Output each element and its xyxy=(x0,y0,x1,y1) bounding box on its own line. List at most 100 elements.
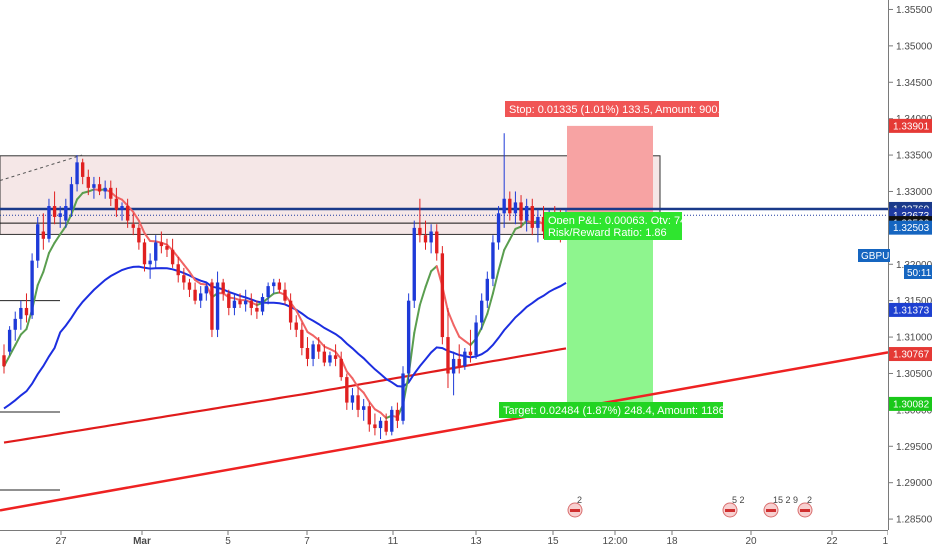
event-count: 2 xyxy=(807,495,812,505)
position-labels: Stop: 0.01335 (1.01%) 133.5, Amount: 900… xyxy=(499,101,740,418)
y-tick-label: 1.33500 xyxy=(896,151,932,162)
candle-body xyxy=(170,249,175,265)
ma-fast-segment xyxy=(143,232,152,242)
candle-body xyxy=(446,337,450,374)
ma-fast-segment xyxy=(497,249,506,272)
ma-fast-segment xyxy=(36,270,45,287)
y-tick-label: 1.35500 xyxy=(896,5,932,16)
candle-body xyxy=(58,213,62,217)
ratio-label: Risk/Reward Ratio: 1.86 xyxy=(548,227,667,239)
ma-fast-segment xyxy=(59,225,67,236)
candle-body xyxy=(41,231,46,239)
candle-body xyxy=(361,406,366,410)
ma-fast-segment xyxy=(486,292,494,315)
ma-fast-segment xyxy=(323,345,331,351)
candlesticks xyxy=(2,133,568,439)
price-tag: 1.31373 xyxy=(893,305,930,316)
candle-body xyxy=(125,206,130,221)
y-tick-label: 1.29500 xyxy=(896,442,932,453)
ma-fast-segment xyxy=(132,210,140,222)
price-tag: 1.30767 xyxy=(893,350,930,361)
candle-body xyxy=(249,300,253,308)
x-tick-label: 15 xyxy=(547,536,559,547)
candle-body xyxy=(356,395,360,410)
price-axis[interactable]: 1.355001.350001.345001.340001.335001.330… xyxy=(858,0,932,550)
candle-body xyxy=(36,224,40,261)
candle-body xyxy=(7,329,12,352)
y-tick-label: 1.34500 xyxy=(896,78,932,89)
event-flag-stripe xyxy=(570,509,580,512)
ma-fast-segment xyxy=(351,377,360,389)
y-tick-label: 1.35000 xyxy=(896,41,932,52)
position-tool[interactable] xyxy=(567,125,653,404)
event-flag-stripe xyxy=(725,509,735,512)
candle-body xyxy=(390,409,394,432)
candle-body xyxy=(333,355,338,359)
ma-fast-segment xyxy=(413,303,421,334)
candle-body xyxy=(210,282,214,330)
candle-body xyxy=(345,377,349,403)
candle-body xyxy=(474,322,478,356)
candle-body xyxy=(215,282,220,330)
candle-body xyxy=(305,347,310,359)
ma-fast-segment xyxy=(373,408,382,414)
candle-body xyxy=(154,242,158,261)
candle-body xyxy=(378,420,383,429)
ma-fast-segment xyxy=(503,238,511,252)
countdown-bg xyxy=(904,265,932,279)
candle-body xyxy=(317,344,321,352)
ma-fast-segment xyxy=(334,350,343,361)
candle-body xyxy=(75,162,79,185)
candle-body xyxy=(418,227,422,236)
candle-body xyxy=(541,216,546,232)
candle-body xyxy=(339,358,343,378)
ma-fast-segment xyxy=(452,323,461,338)
symbol-tag-bg xyxy=(858,249,890,262)
candle-body xyxy=(277,282,282,290)
y-tick-label: 1.28500 xyxy=(896,515,932,526)
ma-fast-segment xyxy=(424,270,433,289)
candle-body xyxy=(131,224,135,228)
target-zone xyxy=(567,223,653,404)
x-tick-label: Mar xyxy=(133,536,151,547)
candle-body xyxy=(187,282,192,290)
candle-body xyxy=(13,318,17,330)
candle-body xyxy=(193,289,197,301)
candle-body xyxy=(457,358,461,367)
candle-body xyxy=(395,409,400,421)
price-tag: 1.30082 xyxy=(893,399,930,410)
candle-body xyxy=(148,260,152,265)
y-tick-label: 1.31500 xyxy=(896,296,932,307)
candle-body xyxy=(502,198,506,214)
price-tag-bg xyxy=(889,302,932,317)
ma-fast-segment xyxy=(491,269,500,295)
economic-events[interactable]: 2 5 2 15 2 9 2 xyxy=(567,495,813,518)
stop-label-bg xyxy=(505,101,719,117)
ma-fast-segment xyxy=(165,243,174,252)
price-tag: 1.33901 xyxy=(893,121,930,132)
candle-body xyxy=(165,246,169,250)
x-tick-label: 22 xyxy=(826,536,838,547)
candle-body xyxy=(367,406,371,425)
y-tick-label: 1.29000 xyxy=(896,478,932,489)
candle-body xyxy=(328,355,332,363)
candle-body xyxy=(182,275,186,283)
ma-fast-segment xyxy=(267,292,275,300)
ma-mid-line xyxy=(3,265,567,410)
price-tag-bg xyxy=(889,118,932,133)
candle-body xyxy=(423,235,428,243)
candle-body xyxy=(97,184,102,192)
ma-fast-segment xyxy=(8,344,17,357)
candle-body xyxy=(463,351,467,367)
ma-fast-segment xyxy=(115,196,124,201)
x-tick-label: 20 xyxy=(745,536,757,547)
target-label: Target: 0.02484 (1.87%) 248.4, Amount: 1… xyxy=(503,405,740,417)
ma-fast-segment xyxy=(19,328,28,336)
ma-fast-segment xyxy=(53,233,62,244)
ma-fast-segment xyxy=(194,279,202,285)
candle-body xyxy=(485,278,490,301)
candle-body xyxy=(86,176,90,188)
candle-body xyxy=(480,300,484,323)
